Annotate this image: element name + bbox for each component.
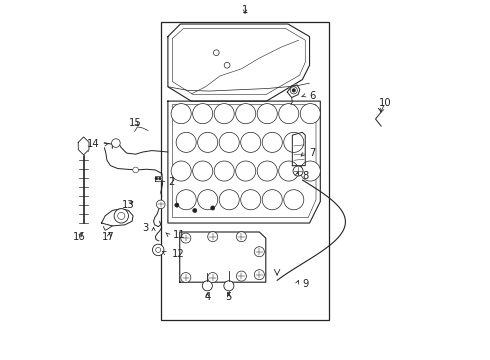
Text: 2: 2 — [168, 177, 174, 187]
Polygon shape — [168, 101, 320, 223]
Text: 3: 3 — [142, 224, 148, 233]
Circle shape — [176, 132, 196, 152]
Circle shape — [211, 206, 215, 210]
Circle shape — [279, 104, 299, 124]
Circle shape — [257, 161, 277, 181]
Text: 5: 5 — [226, 292, 232, 302]
Circle shape — [224, 281, 234, 291]
Circle shape — [236, 161, 256, 181]
Circle shape — [262, 190, 282, 210]
Circle shape — [241, 132, 261, 152]
Circle shape — [176, 190, 196, 210]
Circle shape — [224, 62, 230, 68]
Circle shape — [214, 161, 234, 181]
Circle shape — [293, 166, 303, 176]
Circle shape — [175, 203, 179, 207]
Circle shape — [193, 208, 197, 213]
Polygon shape — [168, 24, 310, 101]
Circle shape — [208, 231, 218, 242]
Circle shape — [193, 161, 213, 181]
Circle shape — [236, 231, 246, 242]
Polygon shape — [155, 176, 162, 181]
Text: 15: 15 — [129, 118, 142, 128]
Polygon shape — [78, 137, 89, 155]
Circle shape — [284, 190, 304, 210]
Text: 4: 4 — [204, 292, 211, 302]
Text: 14: 14 — [87, 139, 100, 149]
Text: 13: 13 — [122, 200, 135, 210]
Circle shape — [156, 247, 161, 252]
Circle shape — [181, 273, 191, 283]
Circle shape — [171, 161, 191, 181]
Circle shape — [155, 177, 158, 180]
Circle shape — [197, 132, 218, 152]
Circle shape — [156, 200, 165, 209]
Polygon shape — [180, 232, 266, 282]
Circle shape — [152, 244, 164, 256]
Circle shape — [262, 132, 282, 152]
Circle shape — [236, 104, 256, 124]
Text: 16: 16 — [73, 232, 86, 242]
Circle shape — [118, 212, 125, 220]
Circle shape — [171, 104, 191, 124]
Circle shape — [133, 167, 139, 173]
Text: 10: 10 — [379, 98, 391, 108]
Circle shape — [112, 139, 120, 147]
Polygon shape — [101, 209, 133, 226]
Circle shape — [257, 104, 277, 124]
Circle shape — [214, 104, 234, 124]
Text: 17: 17 — [102, 232, 115, 242]
Circle shape — [219, 132, 239, 152]
Circle shape — [197, 190, 218, 210]
Text: 12: 12 — [172, 248, 184, 258]
Circle shape — [279, 161, 299, 181]
Circle shape — [290, 87, 297, 94]
Circle shape — [292, 89, 295, 92]
Text: 7: 7 — [310, 148, 316, 158]
Circle shape — [193, 104, 213, 124]
Polygon shape — [293, 132, 305, 166]
Circle shape — [284, 132, 304, 152]
Circle shape — [254, 247, 265, 257]
Polygon shape — [287, 85, 300, 98]
Text: 9: 9 — [302, 279, 309, 289]
Circle shape — [236, 271, 246, 281]
Text: 6: 6 — [310, 91, 316, 101]
Circle shape — [208, 273, 218, 283]
Circle shape — [159, 177, 161, 180]
Circle shape — [254, 270, 265, 280]
Text: 8: 8 — [302, 171, 309, 181]
Text: 1: 1 — [242, 5, 248, 15]
Circle shape — [219, 190, 239, 210]
Bar — [161, 22, 329, 320]
Circle shape — [300, 104, 320, 124]
Circle shape — [181, 233, 191, 243]
Circle shape — [300, 161, 320, 181]
Circle shape — [241, 190, 261, 210]
Circle shape — [114, 209, 128, 223]
Text: 11: 11 — [173, 230, 186, 239]
Circle shape — [214, 50, 219, 55]
Circle shape — [202, 281, 212, 291]
